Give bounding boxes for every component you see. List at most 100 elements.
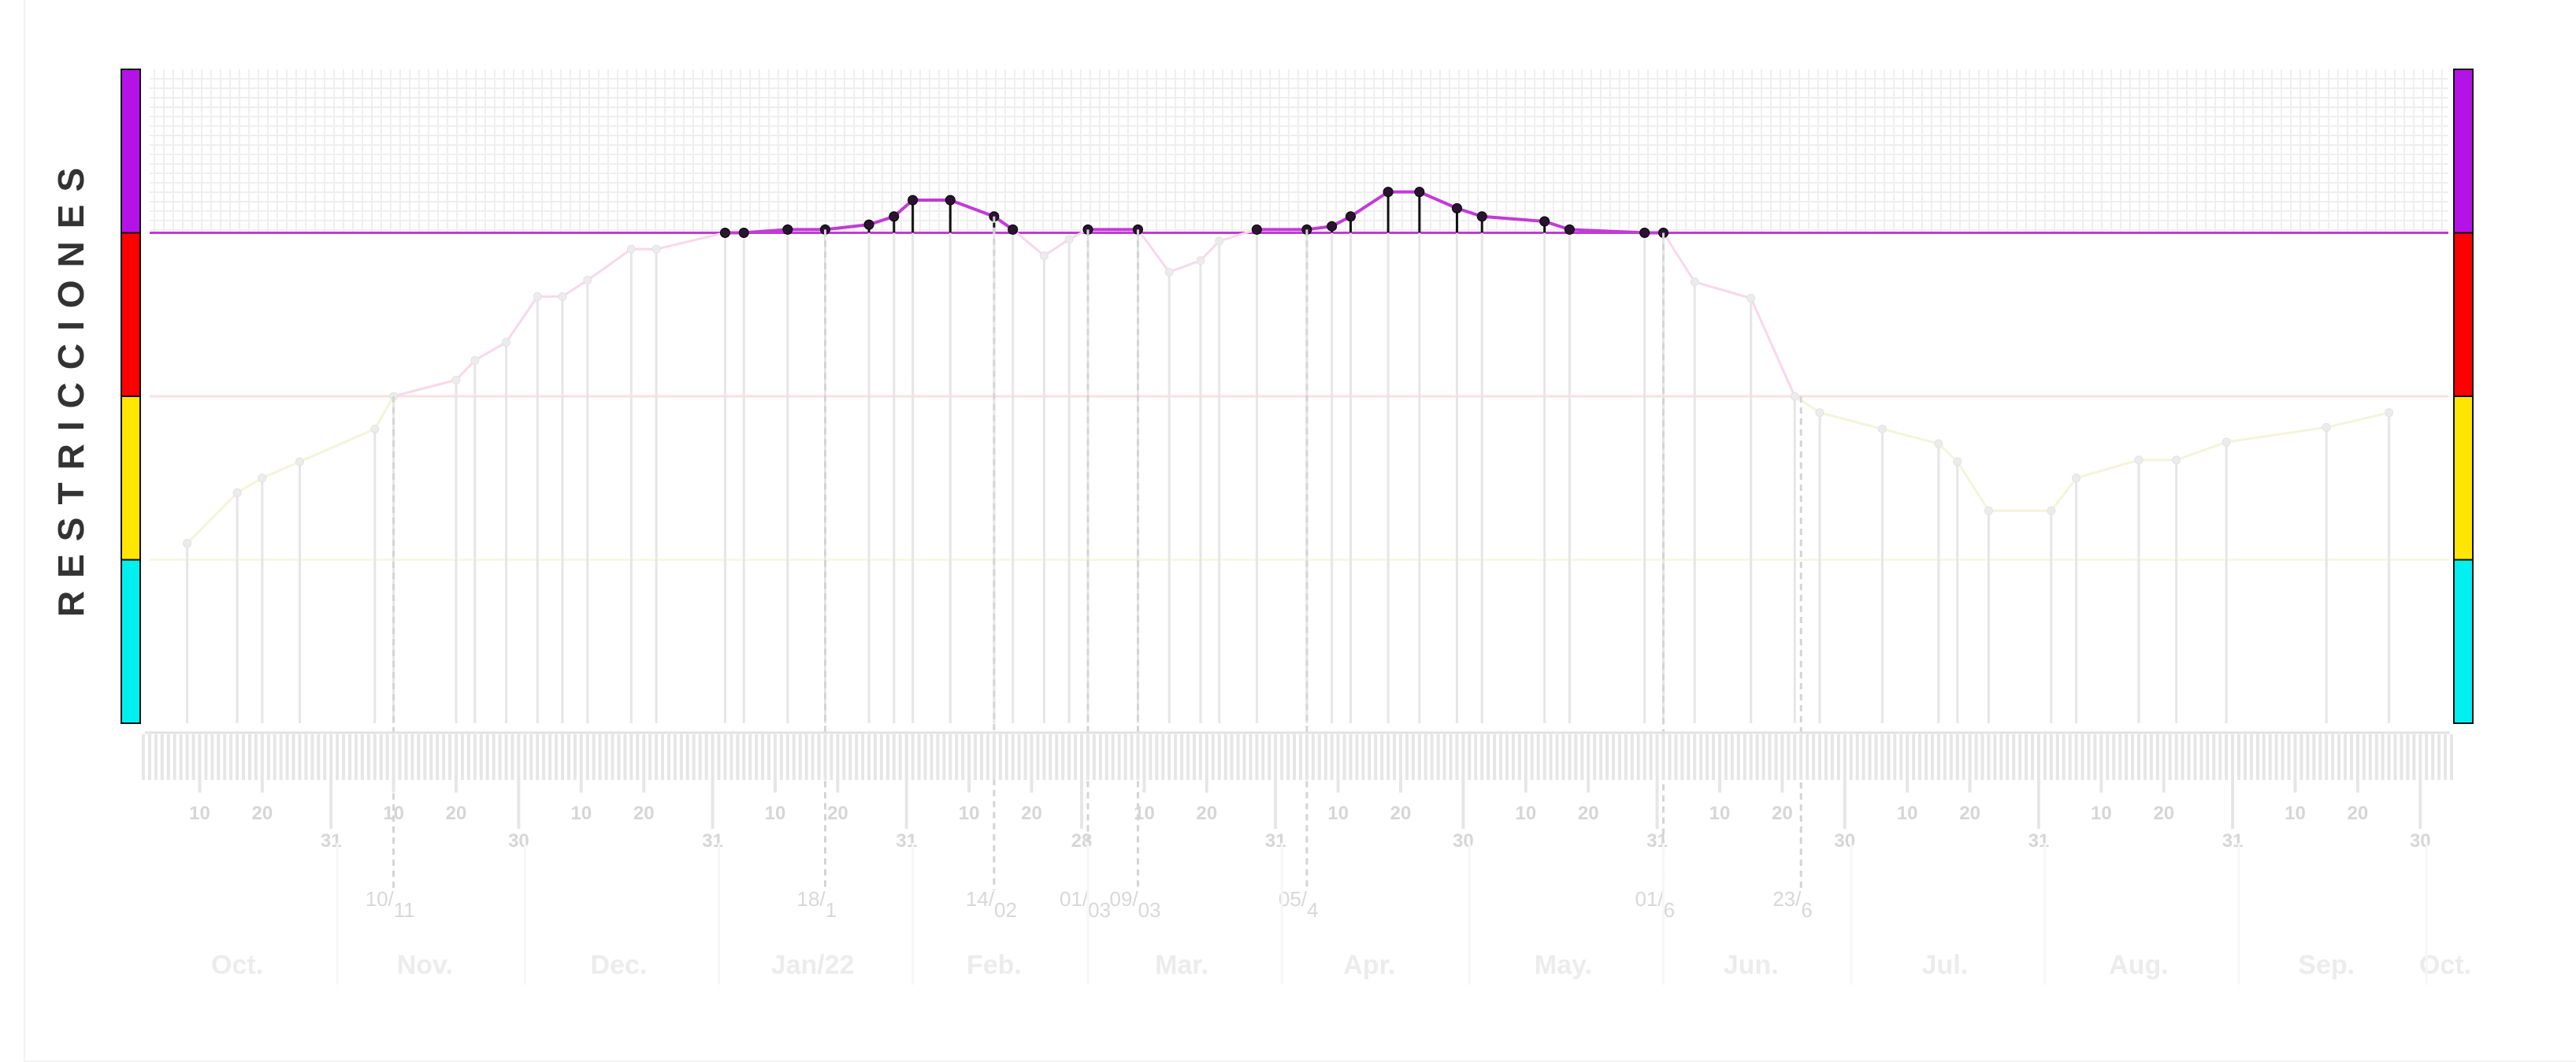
data-point <box>1564 224 1575 235</box>
data-point <box>1539 216 1550 227</box>
data-point <box>1953 457 1962 466</box>
series-segment <box>1419 190 1458 210</box>
date-marker-label: 09/03 <box>1110 887 1161 922</box>
data-point <box>1815 408 1824 418</box>
x-tick-label: 10 <box>1897 803 1918 824</box>
x-tick-label: 10 <box>1515 803 1536 824</box>
series-segment <box>1819 411 1883 430</box>
series-segment <box>1219 228 1257 243</box>
data-point <box>1790 392 1799 401</box>
month-label: Oct. <box>211 950 263 980</box>
data-point <box>1934 439 1943 448</box>
date-marker-label: 01/03 <box>1060 887 1111 922</box>
month-label: Apr. <box>1343 950 1395 980</box>
series-segment <box>2050 477 2077 512</box>
series-segment <box>655 232 726 251</box>
x-tick-label: 10 <box>1709 803 1731 824</box>
data-point <box>470 355 480 365</box>
x-tick-label: 10 <box>2091 803 2112 824</box>
data-point <box>2134 455 2144 465</box>
level-bar-left <box>121 395 141 561</box>
x-tick-label: 20 <box>827 803 848 824</box>
date-marker-label: 05/4 <box>1279 887 1319 922</box>
x-tick-label: 10 <box>570 803 592 824</box>
data-point <box>1196 256 1205 266</box>
series-segment <box>1199 240 1220 262</box>
data-point <box>1639 228 1650 238</box>
x-tick-label: 20 <box>1772 803 1793 824</box>
series-segment <box>825 223 870 232</box>
data-point <box>908 195 919 206</box>
x-tick-label: 20 <box>2153 803 2174 824</box>
x-tick-label: 20 <box>1021 803 1042 824</box>
series-segment <box>1043 238 1070 257</box>
month-label: Aug. <box>2109 950 2169 980</box>
series-segment <box>1956 461 1990 512</box>
data-point <box>1690 277 1699 287</box>
data-point <box>2222 437 2231 447</box>
data-point <box>863 219 874 230</box>
top-band-grid <box>150 69 2448 233</box>
level-bar-right <box>2453 559 2474 724</box>
series-segment <box>744 228 789 235</box>
month-label: Mar. <box>1155 950 1208 980</box>
month-label: May. <box>1535 950 1592 980</box>
data-point <box>738 228 749 238</box>
series-segment <box>2325 411 2389 429</box>
month-label: Sep. <box>2298 950 2355 980</box>
x-tick-label: 20 <box>446 803 467 824</box>
data-point <box>1064 235 1074 244</box>
data-point <box>1451 202 1462 214</box>
data-point <box>1008 224 1019 235</box>
series-segment <box>562 279 588 298</box>
x-tick-label: 10 <box>2285 803 2306 824</box>
data-point <box>626 244 636 254</box>
series-segment <box>1662 232 1696 283</box>
series-segment <box>1882 428 1939 445</box>
data-point <box>451 375 461 384</box>
data-point <box>1039 251 1049 261</box>
data-point <box>1164 267 1174 277</box>
month-label: Jun. <box>1724 950 1779 980</box>
series-segment <box>2076 459 2140 480</box>
data-point <box>2072 473 2081 483</box>
date-marker-label: 01/6 <box>1635 887 1676 922</box>
level-bar-right <box>2453 69 2474 234</box>
data-point <box>583 276 592 285</box>
month-label: Jan/22 <box>771 950 855 980</box>
data-point <box>183 539 192 548</box>
data-point <box>1414 187 1425 198</box>
data-point <box>370 425 380 433</box>
x-tick-label: 10 <box>1134 803 1155 824</box>
data-point <box>1476 211 1487 222</box>
x-tick-label: 20 <box>1959 803 1980 824</box>
x-tick-label: 10 <box>383 803 404 824</box>
data-point <box>2322 422 2331 432</box>
series-segment <box>1168 259 1201 273</box>
level-bar-right <box>2453 232 2474 397</box>
data-point <box>889 211 900 222</box>
month-label: Feb. <box>967 950 1022 980</box>
series-segment <box>262 460 301 480</box>
series-segment <box>1794 395 1821 414</box>
series-segment <box>2225 425 2327 444</box>
series-segment <box>299 428 376 463</box>
month-label: Jul. <box>1922 950 1969 980</box>
series-segment <box>949 199 995 218</box>
series-segment <box>1750 297 1796 397</box>
level-bar-left <box>121 232 141 397</box>
series-segment <box>1137 228 1171 273</box>
data-point <box>719 228 730 238</box>
x-tick-label: 20 <box>252 803 273 824</box>
series-segment <box>1482 214 1545 223</box>
series-segment <box>373 395 395 430</box>
data-point <box>1383 187 1394 198</box>
series-segment <box>586 248 633 281</box>
data-point <box>1251 224 1262 235</box>
series-segment <box>1694 280 1752 299</box>
series-segment <box>455 359 476 381</box>
data-point <box>533 291 542 301</box>
level-bar-left <box>121 69 141 234</box>
level-bar-left <box>121 559 141 724</box>
